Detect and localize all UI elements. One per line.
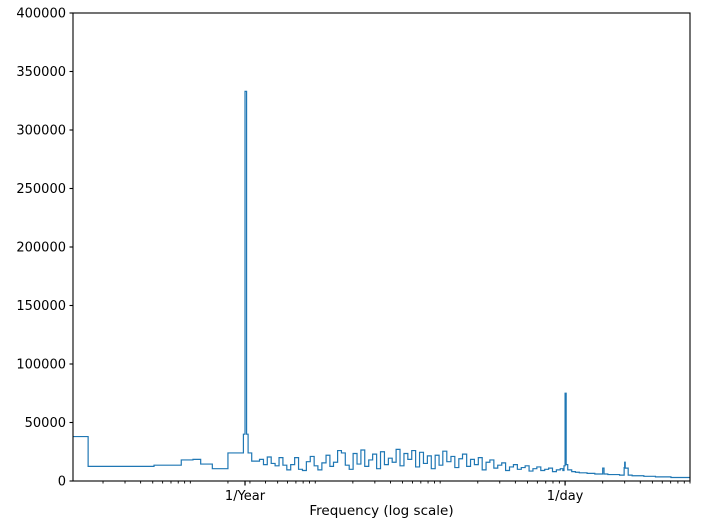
y-tick-label: 350000 — [16, 65, 66, 80]
x-tick-label: 1/Year — [225, 489, 266, 504]
y-tick-label: 250000 — [16, 182, 66, 197]
y-tick-label: 100000 — [16, 358, 66, 373]
y-axis-ticks: 0 50000 100000 150000 200000 250000 300000 3500… — [16, 7, 73, 490]
y-tick-label: 50000 — [25, 416, 66, 431]
y-tick-label: 0 — [58, 475, 66, 490]
x-axis-minor-ticks — [102, 481, 691, 484]
axes-area: 0 50000 100000 150000 200000 250000 300000 3500… — [16, 7, 691, 504]
y-tick-label: 400000 — [16, 7, 66, 22]
x-axis-label: Frequency (log scale) — [309, 503, 453, 519]
y-tick-label: 200000 — [16, 241, 66, 256]
y-tick-label: 300000 — [16, 124, 66, 139]
x-tick-label: 1/day — [547, 489, 584, 504]
axes-frame — [72, 12, 691, 482]
y-tick-label: 150000 — [16, 299, 66, 314]
spectrum-line — [73, 90, 690, 479]
x-axis-major-ticks: 1/Year 1/day — [225, 481, 584, 504]
plot-background — [73, 13, 690, 481]
